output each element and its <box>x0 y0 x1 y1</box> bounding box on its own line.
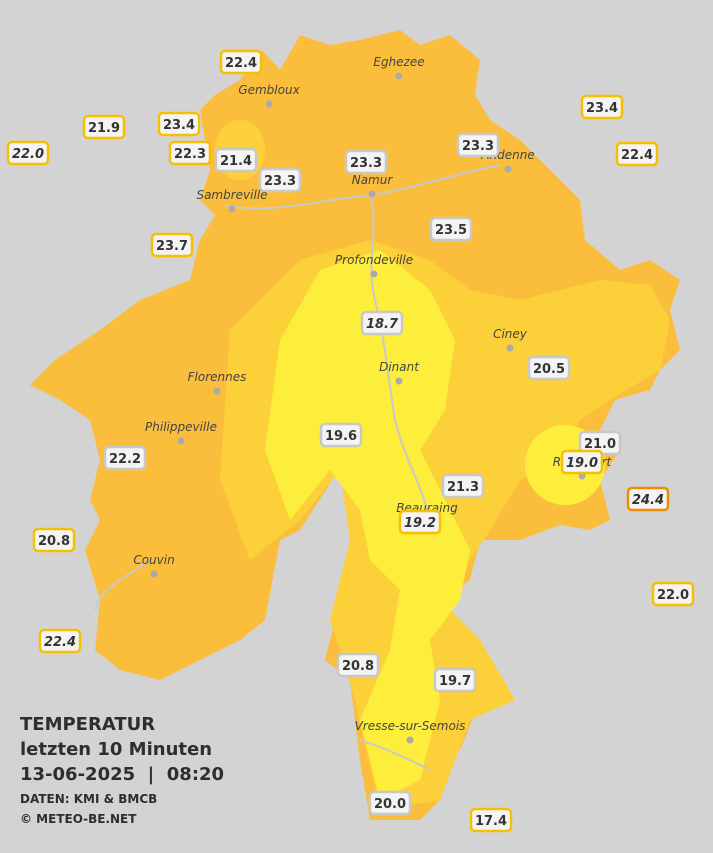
station-box <box>580 94 624 120</box>
station-box <box>82 114 126 140</box>
station-box <box>32 527 76 553</box>
city-label: Sambreville <box>196 188 267 202</box>
station-box <box>6 140 50 166</box>
station-value: 22.4 <box>225 56 257 71</box>
station-box <box>214 147 258 173</box>
station-value: 22.4 <box>44 635 76 650</box>
datetime: 13-06-2025 | 08:20 <box>20 764 224 785</box>
source: DATEN: KMI & BMCB <box>20 792 157 806</box>
station-value: 20.5 <box>533 362 565 377</box>
station-box <box>433 667 477 693</box>
city-dot <box>370 270 378 278</box>
station-box <box>103 445 147 471</box>
station-box <box>368 790 412 816</box>
station-value: 19.7 <box>439 674 471 689</box>
station-value: 23.7 <box>156 239 188 254</box>
station-box <box>626 486 670 512</box>
station-box <box>398 509 442 535</box>
station-value: 22.0 <box>12 147 44 162</box>
city-label: Namur <box>352 173 394 187</box>
station-value: 18.7 <box>366 317 399 332</box>
city-label: Florennes <box>188 370 247 384</box>
city-label: Ciney <box>493 327 528 341</box>
station-box <box>527 355 571 381</box>
city-dot <box>265 100 273 108</box>
station-box <box>615 141 659 167</box>
city-dot <box>213 387 221 395</box>
city-label: Dinant <box>379 360 420 374</box>
station-value: 22.3 <box>174 147 206 162</box>
station-box <box>651 581 695 607</box>
station-box <box>560 449 604 475</box>
station-value: 23.4 <box>586 101 618 116</box>
cool-zone <box>265 250 470 800</box>
city-dot <box>368 190 376 198</box>
station-value: 23.4 <box>163 118 195 133</box>
city-dot <box>504 165 512 173</box>
station-value: 20.8 <box>38 534 70 549</box>
station-box <box>258 167 302 193</box>
station-value: 21.4 <box>220 154 252 169</box>
city-label: Couvin <box>133 553 174 567</box>
subtitle: letzten 10 Minuten <box>20 739 212 760</box>
city-dot <box>395 72 403 80</box>
station-value: 22.2 <box>109 452 141 467</box>
copyright: © METEO-BE.NET <box>20 812 137 826</box>
station-value: 21.3 <box>447 480 479 495</box>
station-box <box>469 807 513 833</box>
station-value: 19.0 <box>566 456 598 471</box>
station-value: 21.9 <box>88 121 120 136</box>
station-box <box>168 140 212 166</box>
station-value: 20.0 <box>374 797 406 812</box>
city-label: Philippeville <box>145 420 217 434</box>
station-box <box>456 132 500 158</box>
city-label: Vresse-sur-Semois <box>355 719 466 733</box>
station-value: 19.6 <box>325 429 357 444</box>
station-box <box>336 652 380 678</box>
city-dot <box>150 570 158 578</box>
station-value: 17.4 <box>475 814 507 829</box>
city-label: Gembloux <box>238 83 300 97</box>
city-label: Profondeville <box>335 253 413 267</box>
station-value: 20.8 <box>342 659 374 674</box>
title: TEMPERATUR <box>20 714 155 735</box>
station-box <box>441 473 485 499</box>
station-value: 23.5 <box>435 223 467 238</box>
station-value: 22.0 <box>657 588 689 603</box>
station-box <box>319 422 363 448</box>
station-box <box>219 49 263 75</box>
city-dot <box>395 377 403 385</box>
station-value: 23.3 <box>462 139 494 154</box>
station-box <box>360 310 404 336</box>
city-dot <box>177 437 185 445</box>
city-label: Eghezee <box>373 55 424 69</box>
station-value: 21.0 <box>584 437 616 452</box>
station-box <box>157 111 201 137</box>
city-dot <box>228 205 236 213</box>
station-box <box>429 216 473 242</box>
station-box <box>38 628 82 654</box>
city-dot <box>506 344 514 352</box>
station-value: 23.3 <box>350 156 382 171</box>
station-value: 24.4 <box>632 493 664 508</box>
station-value: 19.2 <box>404 516 436 531</box>
station-value: 22.4 <box>621 148 653 163</box>
city-dot <box>406 736 414 744</box>
station-value: 23.3 <box>264 174 296 189</box>
station-box <box>150 232 194 258</box>
station-box <box>344 149 388 175</box>
